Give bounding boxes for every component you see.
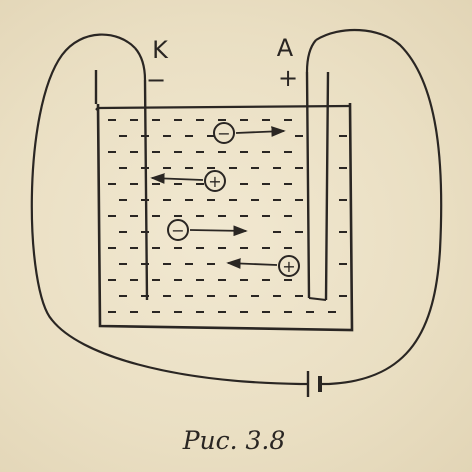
- ion-sign: −: [171, 221, 184, 240]
- electrolyte-dashes: [108, 119, 347, 313]
- anode-wire-connection: [305, 39, 317, 73]
- cathode-electrode: [94, 70, 149, 301]
- ion-sign: +: [282, 257, 295, 276]
- ion-cation-2: +: [226, 255, 300, 277]
- electrolyte-vessel: [96, 102, 354, 332]
- circuit-wire: [30, 28, 443, 386]
- ion-anion-2: −: [167, 219, 248, 241]
- cathode-wire-connection: [134, 47, 147, 81]
- cathode-label: K: [152, 36, 169, 64]
- anode-sign: +: [278, 64, 298, 92]
- anode-label: A: [277, 34, 294, 62]
- figure-caption: Рис. 3.8: [182, 426, 286, 455]
- liquid-surface: [97, 104, 351, 110]
- ion-cation-1: +: [150, 170, 226, 192]
- ion-sign: +: [208, 172, 221, 191]
- battery-icon: [300, 371, 329, 397]
- anode-electrode: [305, 71, 330, 301]
- ion-sign: −: [217, 124, 230, 143]
- anode-plate-bottom: [308, 297, 327, 301]
- cathode-sign: −: [146, 66, 166, 94]
- ion-anion-1: −: [213, 122, 286, 144]
